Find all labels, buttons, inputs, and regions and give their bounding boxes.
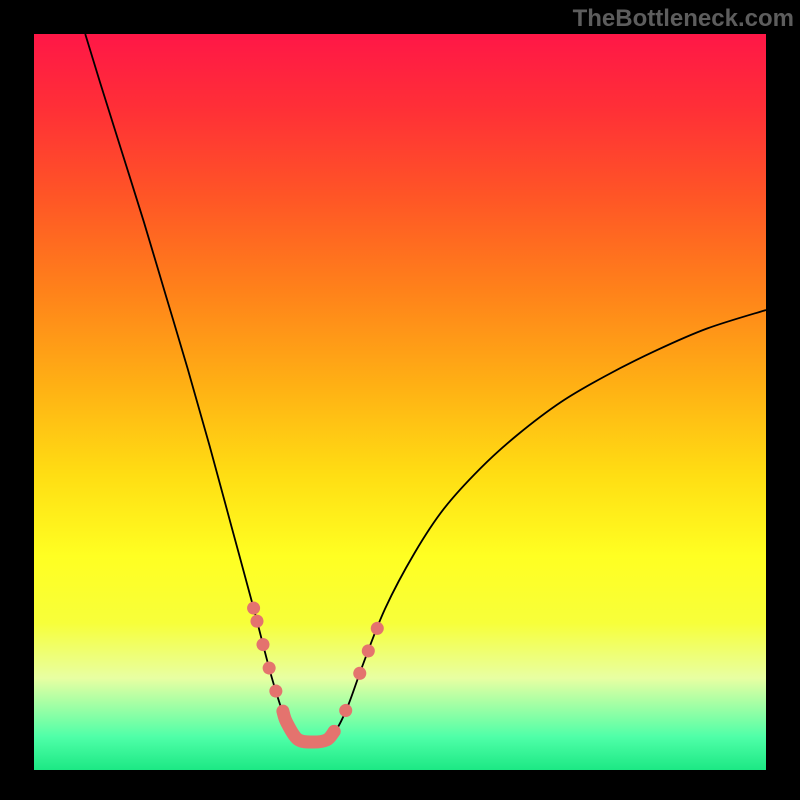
chart-frame: TheBottleneck.com	[0, 0, 800, 800]
plot-background	[34, 34, 766, 770]
watermark-text: TheBottleneck.com	[573, 5, 794, 33]
bottleneck-curve-chart	[34, 34, 766, 770]
